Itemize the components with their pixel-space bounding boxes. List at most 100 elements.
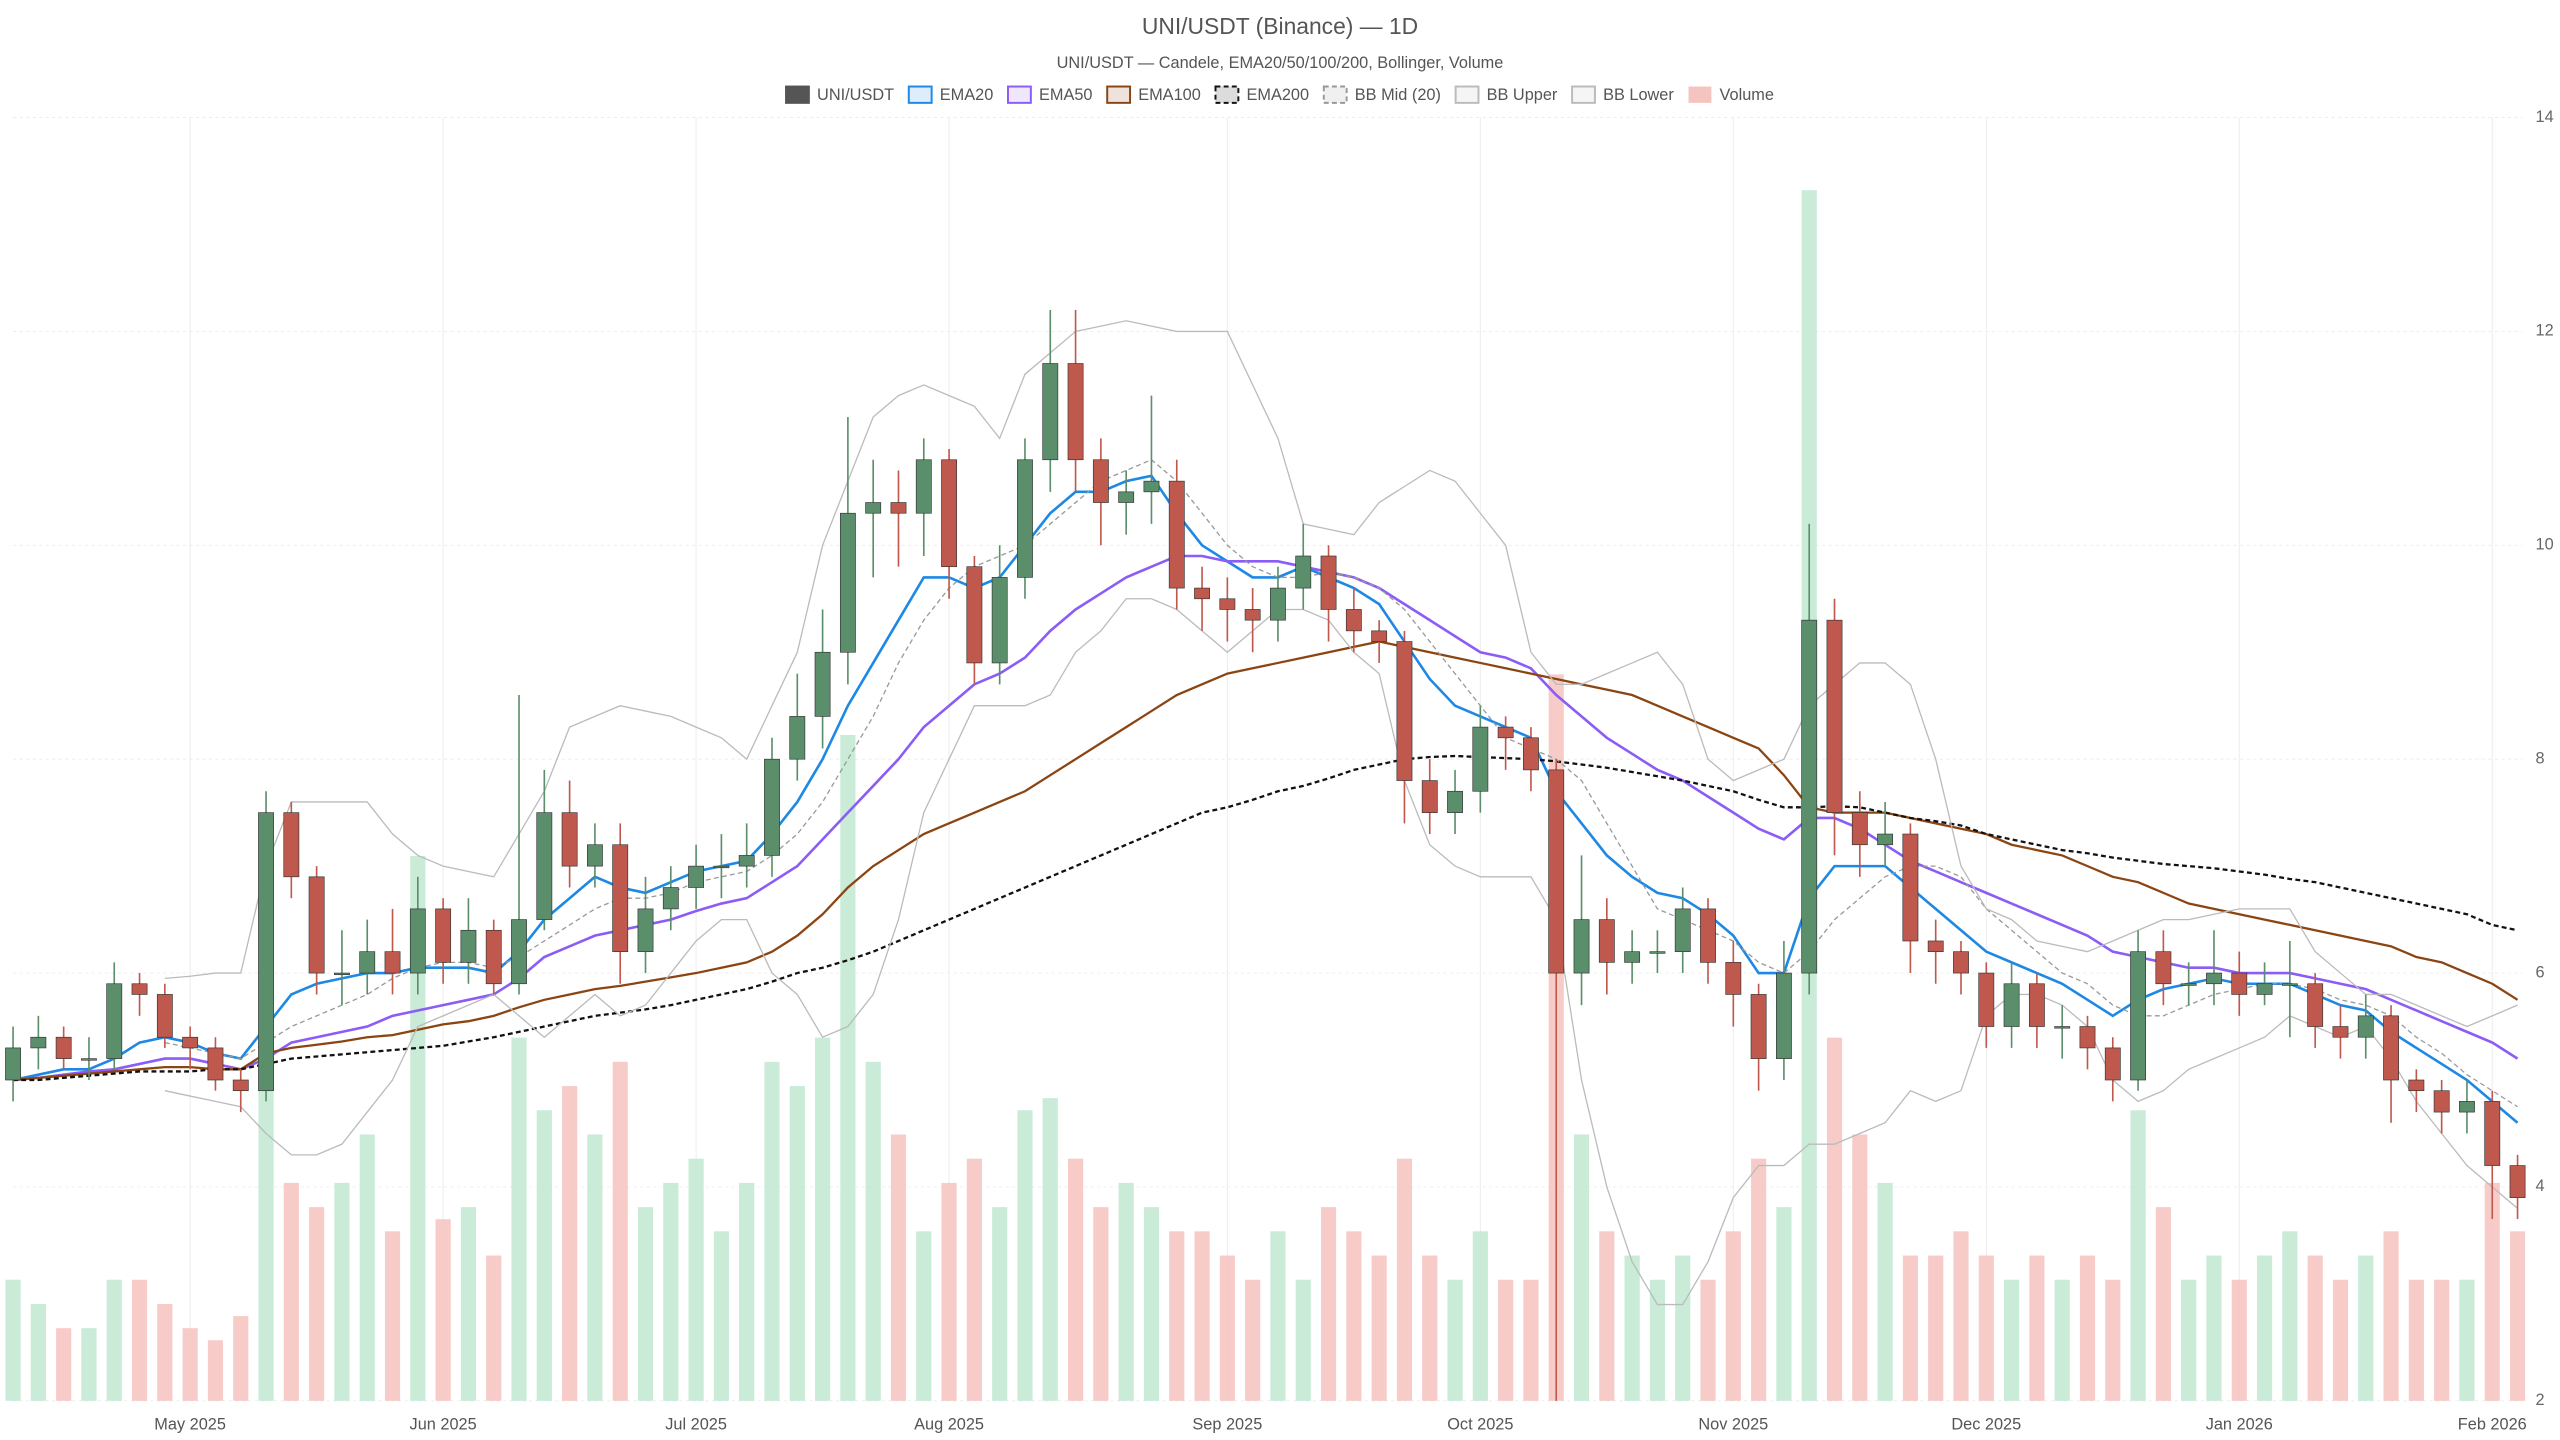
volume-bar bbox=[966, 1158, 982, 1401]
volume-bar bbox=[207, 1340, 224, 1401]
volume-bar bbox=[1093, 1207, 1109, 1401]
legend-item: EMA200 bbox=[1214, 85, 1309, 104]
candle-body bbox=[2054, 1026, 2071, 1029]
candle-body bbox=[106, 983, 123, 1059]
candle-body bbox=[1017, 459, 1033, 578]
volume-bar bbox=[789, 1086, 805, 1401]
candle-body bbox=[1320, 555, 1337, 610]
candle-body bbox=[2509, 1165, 2526, 1198]
candle-body bbox=[637, 908, 654, 953]
legend: UNI/USDT EMA20 EMA50 EMA100 EMA200 BB Mid (20… bbox=[785, 85, 1774, 104]
volume-bar bbox=[2307, 1255, 2323, 1401]
volume-bar bbox=[612, 1061, 628, 1401]
candle-body bbox=[207, 1047, 224, 1081]
candle-body bbox=[1270, 587, 1286, 621]
volume-bar bbox=[1320, 1207, 1337, 1401]
candle-body bbox=[2484, 1101, 2501, 1166]
candle-body bbox=[1118, 491, 1135, 503]
x-tick-label: Feb 2026 bbox=[2458, 1416, 2527, 1434]
volume-bar bbox=[1118, 1182, 1134, 1401]
candle-body bbox=[131, 983, 148, 995]
candle-body bbox=[1598, 919, 1615, 963]
candle-body bbox=[1978, 972, 1995, 1027]
volume-bar bbox=[1725, 1231, 1741, 1401]
y-tick-label: 6 bbox=[2536, 963, 2545, 981]
volume-bar bbox=[536, 1110, 552, 1401]
candle-body bbox=[2206, 972, 2222, 985]
volume-bar bbox=[2282, 1231, 2298, 1401]
volume-bar bbox=[182, 1328, 198, 1401]
volume-bar bbox=[283, 1182, 299, 1401]
y-tick-label: 8 bbox=[2536, 749, 2545, 767]
candle-body bbox=[814, 651, 831, 717]
candle-body bbox=[1497, 726, 1514, 739]
candle-body bbox=[1421, 780, 1438, 813]
candle-body bbox=[1219, 598, 1236, 610]
chart-title: UNI/USDT (Binance) — 1D bbox=[1142, 13, 1418, 39]
x-tick-label: May 2025 bbox=[154, 1416, 226, 1434]
volume-layer bbox=[5, 190, 2526, 1401]
legend-label: BB Upper bbox=[1487, 86, 1558, 104]
volume-bar bbox=[1751, 1158, 1767, 1401]
legend-swatch bbox=[907, 85, 933, 104]
candle-body bbox=[1194, 587, 1210, 600]
volume-bar bbox=[2130, 1110, 2146, 1401]
candle-body bbox=[1902, 833, 1919, 942]
candle-body bbox=[5, 1047, 21, 1081]
candle-body bbox=[688, 865, 705, 888]
grid bbox=[13, 117, 2523, 1402]
volume-bar bbox=[2079, 1255, 2096, 1401]
volume-bar bbox=[1447, 1279, 1463, 1401]
candle-body bbox=[890, 502, 907, 514]
candle-body bbox=[1092, 459, 1109, 503]
candle-body bbox=[865, 502, 882, 514]
volume-bar bbox=[2004, 1279, 2020, 1401]
volume-bar bbox=[2231, 1279, 2247, 1401]
x-tick-label: Jun 2025 bbox=[410, 1416, 477, 1434]
volume-bar bbox=[1928, 1255, 1944, 1401]
volume-bar bbox=[587, 1134, 603, 1401]
legend-swatch bbox=[1322, 85, 1348, 104]
volume-bar bbox=[1624, 1255, 1640, 1401]
legend-label: UNI/USDT bbox=[817, 86, 894, 104]
candle-body bbox=[435, 908, 452, 963]
legend-item: EMA50 bbox=[1007, 85, 1093, 104]
candle-body bbox=[1750, 994, 1767, 1059]
candle-body bbox=[2459, 1101, 2475, 1113]
indicator-line bbox=[12, 554, 2519, 1082]
candle-body bbox=[182, 1036, 199, 1049]
legend-swatch bbox=[1454, 85, 1480, 104]
candle-body bbox=[1244, 609, 1261, 621]
candle-body bbox=[612, 844, 629, 953]
legend-item: UNI/USDT bbox=[785, 85, 894, 104]
volume-bar bbox=[309, 1207, 325, 1401]
legend-label: Volume bbox=[1720, 86, 1774, 104]
volume-bar bbox=[2484, 1182, 2500, 1401]
candle-body bbox=[1042, 363, 1059, 461]
legend-label: EMA50 bbox=[1039, 86, 1093, 104]
volume-bar bbox=[410, 856, 426, 1401]
volume-bar bbox=[1067, 1158, 1084, 1401]
volume-bar bbox=[713, 1231, 729, 1401]
candle-body bbox=[1851, 812, 1868, 846]
volume-bar bbox=[1422, 1255, 1438, 1401]
candle-body bbox=[2130, 951, 2146, 1081]
indicator-line bbox=[164, 320, 2518, 1028]
volume-bar bbox=[2155, 1207, 2171, 1401]
legend-swatch bbox=[1106, 85, 1132, 104]
volume-bar bbox=[2105, 1279, 2121, 1401]
candle-body bbox=[1624, 951, 1641, 963]
candle-body bbox=[2180, 983, 2197, 986]
y-tick-label: 14 bbox=[2536, 108, 2554, 126]
candle-body bbox=[1927, 940, 1944, 952]
candle-body bbox=[561, 812, 578, 867]
candle-body bbox=[1548, 769, 1565, 974]
volume-bar bbox=[2408, 1279, 2424, 1401]
legend-swatch bbox=[1007, 85, 1032, 104]
volume-bar bbox=[2459, 1279, 2475, 1401]
volume-bar bbox=[2181, 1279, 2197, 1401]
candle-body bbox=[1371, 630, 1388, 642]
candle-body bbox=[1725, 962, 1742, 995]
volume-bar bbox=[1953, 1231, 1969, 1401]
